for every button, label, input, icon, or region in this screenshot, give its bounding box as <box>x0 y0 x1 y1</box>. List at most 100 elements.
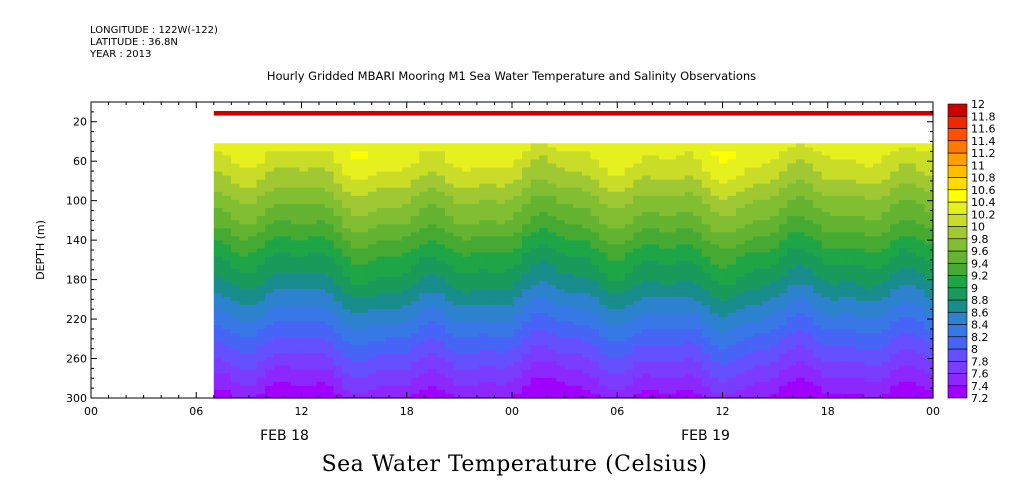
heatmap-cell <box>813 333 823 338</box>
heatmap-cell <box>753 325 763 330</box>
heatmap-cell <box>273 361 283 367</box>
heatmap-cell <box>573 369 583 375</box>
heatmap-cell <box>590 357 600 363</box>
heatmap-cell <box>479 305 489 310</box>
heatmap-cell <box>290 296 301 302</box>
heatmap-cell <box>427 151 438 157</box>
heatmap-cell <box>581 329 592 334</box>
heatmap-cell <box>650 203 660 209</box>
heatmap-cell <box>479 175 489 181</box>
heatmap-cell <box>873 179 883 185</box>
heatmap-cell <box>830 110 840 116</box>
heatmap-cell <box>230 313 241 318</box>
heatmap-cell <box>744 373 754 379</box>
heatmap-cell <box>290 220 301 225</box>
heatmap-cell <box>796 276 806 282</box>
heatmap-cell <box>821 393 831 399</box>
heatmap-cell <box>427 203 438 209</box>
heatmap-cell <box>307 199 318 205</box>
heatmap-cell <box>693 284 703 290</box>
heatmap-cell <box>813 228 823 233</box>
heatmap-cell <box>710 385 720 391</box>
heatmap-cell <box>333 365 343 371</box>
heatmap-cell <box>736 187 746 193</box>
heatmap-cell <box>590 159 600 165</box>
heatmap-cell <box>350 381 360 387</box>
heatmap-cell <box>659 305 669 310</box>
heatmap-cell <box>787 155 797 161</box>
heatmap-cell <box>813 244 823 250</box>
heatmap-cell <box>667 389 677 395</box>
heatmap-cell <box>564 321 574 326</box>
heatmap-cell <box>385 325 395 330</box>
heatmap-cell <box>624 191 634 197</box>
heatmap-cell <box>479 377 489 383</box>
heatmap-cell <box>539 369 549 375</box>
heatmap-cell <box>830 369 840 375</box>
heatmap-cell <box>676 309 686 314</box>
heatmap-cell <box>239 110 249 116</box>
heatmap-cell <box>282 365 292 371</box>
heatmap-cell <box>633 305 643 310</box>
heatmap-cell <box>847 212 857 217</box>
heatmap-cell <box>590 220 600 225</box>
heatmap-cell <box>444 252 455 258</box>
heatmap-cell <box>650 224 660 229</box>
heatmap-cell <box>325 216 335 221</box>
heatmap-cell <box>813 183 823 189</box>
heatmap-cell <box>513 373 523 379</box>
heatmap-cell <box>359 272 369 278</box>
heatmap-cell <box>599 272 609 278</box>
heatmap-cell <box>581 256 592 262</box>
heatmap-cell <box>556 167 566 173</box>
heatmap-cell <box>830 389 840 395</box>
heatmap-cell <box>316 373 326 379</box>
heatmap-cell <box>248 365 258 371</box>
heatmap-cell <box>727 325 737 330</box>
heatmap-cell <box>444 305 455 310</box>
heatmap-cell <box>599 240 609 245</box>
heatmap-cell <box>564 151 574 157</box>
heatmap-cell <box>650 163 660 169</box>
heatmap-cell <box>736 163 746 169</box>
heatmap-cell <box>607 313 617 318</box>
heatmap-cell <box>385 252 395 258</box>
heatmap-cell <box>256 110 266 116</box>
heatmap-cell <box>522 268 532 274</box>
heatmap-cell <box>282 329 292 334</box>
heatmap-cell <box>804 252 814 258</box>
heatmap-cell <box>453 236 463 241</box>
heatmap-cell <box>367 155 378 161</box>
heatmap-cell <box>650 147 660 153</box>
heatmap-cell <box>701 393 711 399</box>
heatmap-cell <box>547 240 557 245</box>
heatmap-cell <box>838 212 848 217</box>
heatmap-cell <box>701 313 711 318</box>
heatmap-cell <box>624 143 634 148</box>
heatmap-cell <box>855 389 866 395</box>
heatmap-cell <box>693 264 703 270</box>
heatmap-cell <box>230 317 241 322</box>
heatmap-cell <box>522 325 532 330</box>
heatmap-cell <box>744 256 754 262</box>
heatmap-cell <box>496 361 506 367</box>
heatmap-cell <box>350 357 360 363</box>
heatmap-cell <box>462 377 472 383</box>
heatmap-cell <box>230 183 241 189</box>
heatmap-cell <box>770 325 780 330</box>
heatmap-cell <box>684 313 694 318</box>
heatmap-cell <box>547 268 557 274</box>
heatmap-cell <box>256 240 266 245</box>
heatmap-cell <box>693 187 703 193</box>
heatmap-cell <box>367 220 378 225</box>
heatmap-cell <box>616 248 626 254</box>
heatmap-cell <box>796 321 806 326</box>
heatmap-cell <box>230 264 241 270</box>
heatmap-cell <box>307 224 318 229</box>
heatmap-cell <box>256 187 266 193</box>
heatmap-cell <box>393 345 403 351</box>
heatmap-cell <box>624 220 634 225</box>
heatmap-cell <box>359 333 369 338</box>
heatmap-cell <box>573 385 583 391</box>
